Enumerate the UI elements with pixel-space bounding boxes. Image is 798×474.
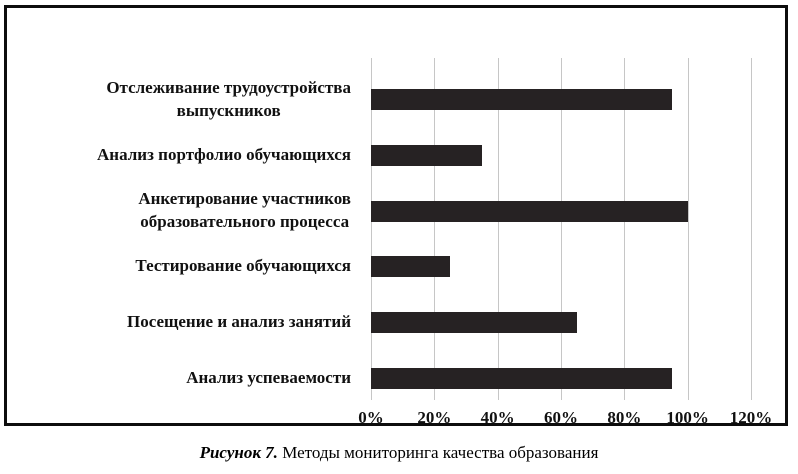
x-axis-ticks: 0% 20% 40% 60% 80% 100% 120% <box>358 406 772 432</box>
chart-row: Тестирование обучающихся <box>7 239 751 295</box>
category-label: Тестирование обучающихся <box>135 256 351 276</box>
gridline <box>371 58 372 400</box>
bar-track <box>371 72 751 128</box>
bar <box>371 89 672 111</box>
gridline <box>624 58 626 400</box>
bar <box>371 145 482 166</box>
chart-rows: Отслеживание трудоустройства выпускников А… <box>7 72 751 406</box>
bar-track <box>371 350 751 406</box>
gridline <box>751 58 752 400</box>
category-label: Анализ портфолио обучающихся <box>97 145 351 165</box>
category-label: Анкетирование участников образовательного… <box>138 189 351 232</box>
gridline <box>561 58 562 400</box>
bar <box>371 256 451 278</box>
category-label: Отслеживание трудоустройства выпускников <box>106 77 351 120</box>
bar-track <box>371 183 751 239</box>
x-tick-label: 60% <box>544 408 578 427</box>
bar-track <box>371 239 751 295</box>
x-tick-label: 0% <box>358 408 384 427</box>
chart-row: Посещение и анализ занятий <box>7 295 751 351</box>
x-tick-label: 120% <box>729 408 773 427</box>
x-tick-label: 80% <box>607 408 642 427</box>
figure-caption: Рисунок 7. Методы мониторинга качества о… <box>0 443 798 463</box>
bar-track <box>371 295 751 351</box>
chart-row: Анализ портфолио обучающихся <box>7 128 751 184</box>
x-tick-label: 100% <box>666 408 709 427</box>
bar <box>371 312 577 334</box>
bar-track <box>371 128 751 184</box>
chart-frame: Отслеживание трудоустройства выпускников А… <box>4 5 788 427</box>
gridline <box>687 58 689 400</box>
bar <box>371 367 672 389</box>
figure-caption-text: Методы мониторинга качества образования <box>277 443 599 462</box>
category-label: Посещение и анализ занятий <box>127 312 351 332</box>
x-tick-label: 40% <box>480 408 515 427</box>
x-tick-label: 20% <box>417 408 452 427</box>
bar <box>371 200 688 222</box>
chart-row: Анализ успеваемости <box>7 350 751 406</box>
chart-row: Анкетирование участников образовательного… <box>7 183 751 239</box>
chart-row: Отслеживание трудоустройства выпускников <box>7 72 751 128</box>
figure-label: Рисунок 7. <box>199 443 278 462</box>
gridlines <box>371 58 752 400</box>
category-label: Анализ успеваемости <box>186 367 351 387</box>
gridline <box>434 58 436 400</box>
gridline <box>497 58 499 400</box>
